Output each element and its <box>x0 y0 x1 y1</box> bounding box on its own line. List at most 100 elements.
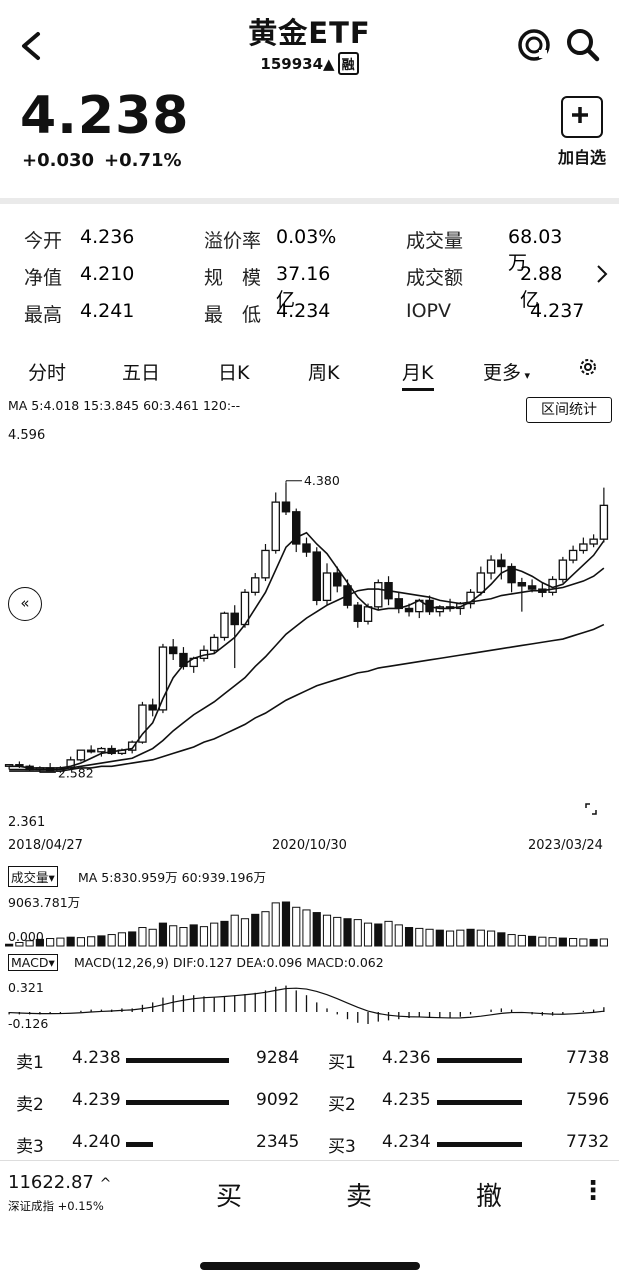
macd-top-label: 0.321 <box>8 980 44 995</box>
scroll-left-button[interactable]: « <box>8 587 42 621</box>
x-label-start: 2018/04/27 <box>8 838 83 853</box>
macd-bottom-label: -0.126 <box>8 1016 49 1031</box>
sell-depth-bar <box>126 1142 153 1147</box>
volume-bar <box>87 936 96 947</box>
candle <box>333 572 342 587</box>
buy-button[interactable]: 买 <box>216 1182 243 1212</box>
candle <box>579 543 588 552</box>
candle <box>148 704 157 711</box>
candle <box>220 612 229 639</box>
sell-price: 4.238 <box>72 1048 121 1068</box>
chevron-left-icon <box>22 32 40 60</box>
active-tab-indicator <box>402 388 434 391</box>
volume-bar <box>528 935 537 947</box>
candle <box>292 511 301 545</box>
gear-icon[interactable] <box>577 356 599 378</box>
change-value: +0.030 <box>22 150 95 171</box>
code-text: 159934 <box>260 55 324 73</box>
sell-volume: 2345 <box>256 1132 300 1152</box>
buy-volume: 7596 <box>566 1090 610 1110</box>
sell-volume: 9092 <box>256 1090 300 1110</box>
candle <box>507 565 516 584</box>
volume-bar <box>302 909 311 947</box>
current-price: 4.238 <box>20 86 190 146</box>
candle <box>271 501 280 552</box>
search-icon[interactable] <box>564 26 602 64</box>
back-button[interactable] <box>12 26 48 66</box>
volume-bar <box>5 943 14 947</box>
sell-button[interactable]: 卖 <box>346 1182 373 1212</box>
candle <box>527 585 537 590</box>
candle <box>230 612 239 626</box>
candle <box>435 606 445 613</box>
price-change: +0.030 +0.71% <box>22 150 192 171</box>
tab-more[interactable]: 更多 ▾ <box>483 362 531 384</box>
volume-bar <box>312 912 321 947</box>
volume-bar <box>138 927 147 947</box>
sell-level-label: 卖1 <box>16 1053 44 1073</box>
volume-bar <box>230 914 239 947</box>
candle <box>363 606 373 622</box>
volume-bar <box>374 923 383 947</box>
volume-bar <box>333 916 342 947</box>
candle <box>261 549 270 579</box>
expand-icon[interactable] <box>585 800 597 815</box>
stat-iopv: IOPV 4.237 <box>406 300 585 322</box>
buy-price: 4.235 <box>382 1090 431 1110</box>
tab-intraday[interactable]: 分时 <box>28 362 67 384</box>
index-name: 深证成指 +0.15% <box>8 1199 104 1213</box>
chevron-up-icon: ^ <box>99 1176 112 1192</box>
volume-selector[interactable]: 成交量▾ <box>8 866 58 887</box>
tab-weekly-k[interactable]: 周K <box>308 362 340 384</box>
macd-chart <box>8 985 605 1024</box>
ma-line-1 <box>9 567 605 771</box>
volume-bar <box>599 938 608 947</box>
volume-bar <box>497 932 506 947</box>
stats-panel[interactable]: 今开 4.236 溢价率 0.03% 成交量 68.03万 净值 4.210 规 模 37… <box>0 222 619 332</box>
chevron-right-icon[interactable] <box>596 264 608 284</box>
page-title: 黄金ETF <box>248 16 371 50</box>
macd-params: MACD(12,26,9) DIF:0.127 DEA:0.096 MACD:0… <box>74 955 384 970</box>
tab-daily-k[interactable]: 日K <box>218 362 250 384</box>
volume-bar <box>169 925 178 947</box>
tab-monthly-k[interactable]: 月K <box>402 362 434 384</box>
buy-volume: 7738 <box>566 1048 610 1068</box>
candle <box>374 582 383 608</box>
volume-bar <box>486 930 496 947</box>
period-tabs: 分时 五日 日K 周K 月K 更多 ▾ <box>0 352 619 392</box>
ma-line-2 <box>9 623 605 772</box>
stat-low: 最 低 4.234 <box>204 300 331 326</box>
volume-bar <box>445 930 455 947</box>
index-ticker[interactable]: 11622.87 ^ <box>8 1172 112 1193</box>
volume-bar <box>179 927 188 947</box>
order-book-row: 卖1 4.238 9284 买1 4.236 7738 <box>0 1048 619 1078</box>
more-menu-button[interactable]: ⋮ <box>580 1176 606 1206</box>
double-chevron-left-icon: « <box>20 594 30 612</box>
security-code: 159934▲ 融 <box>0 52 619 75</box>
refresh-icon[interactable] <box>515 26 553 64</box>
kline-chart[interactable]: 4.380 2.582 <box>0 440 619 820</box>
tab-five-day[interactable]: 五日 <box>122 362 161 384</box>
range-stats-button[interactable]: 区间统计 <box>526 397 612 423</box>
add-watchlist-button[interactable]: 加自选 <box>552 96 612 168</box>
candle <box>517 582 527 587</box>
buy-depth-bar <box>437 1058 522 1063</box>
volume-bar <box>569 938 578 947</box>
min-marker-label: 2.582 <box>58 765 94 780</box>
volume-bar <box>579 938 588 947</box>
volume-bar <box>292 906 301 947</box>
stat-amount: 成交额 2.88亿 <box>406 263 563 311</box>
volume-bar <box>210 922 219 947</box>
volume-bar <box>538 936 547 947</box>
volume-bar <box>56 937 65 947</box>
volume-bar <box>15 941 24 947</box>
sell-price: 4.240 <box>72 1132 121 1152</box>
candle <box>497 559 506 568</box>
buy-price: 4.234 <box>382 1132 431 1152</box>
volume-bar <box>117 932 127 947</box>
candle <box>158 646 168 711</box>
dif-line <box>9 987 604 1019</box>
volume-bar <box>517 934 526 947</box>
macd-selector[interactable]: MACD▾ <box>8 954 58 971</box>
cancel-order-button[interactable]: 撤 <box>476 1182 503 1212</box>
